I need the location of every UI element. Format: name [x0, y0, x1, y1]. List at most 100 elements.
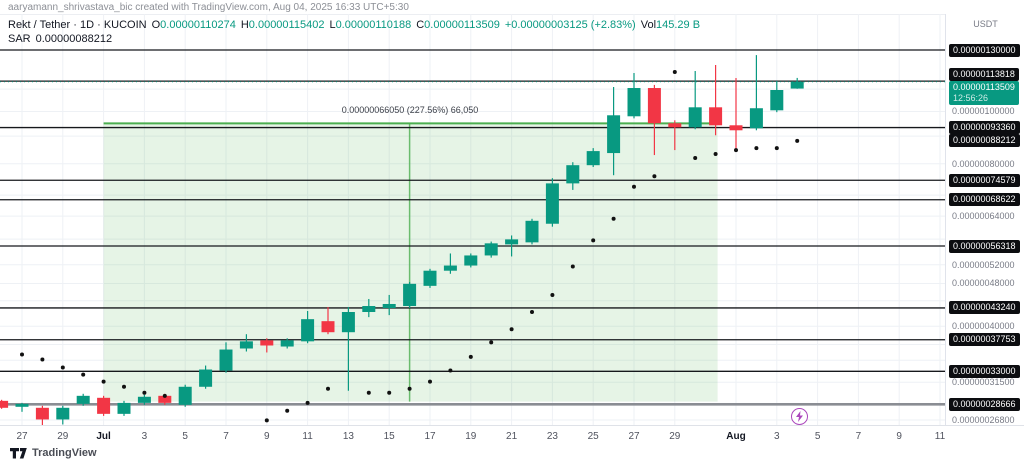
time-axis-label: Jul: [96, 431, 111, 442]
time-axis[interactable]: 27 29 Jul 3 5 7 9 11 13 15 17 19 21 23 25 27 29 Aug 3 5 7 9 11: [0, 425, 1024, 448]
tradingview-logo-icon[interactable]: [10, 447, 27, 459]
sar-dot: [122, 384, 126, 389]
time-axis-label: 23: [546, 431, 558, 442]
price-line-badge[interactable]: 0.00000043240: [949, 301, 1020, 315]
candle[interactable]: [464, 255, 478, 266]
sar-dot: [632, 184, 636, 189]
price-tick-label: 0.00000052000: [952, 259, 1015, 270]
candle[interactable]: [280, 340, 294, 347]
candle[interactable]: [566, 165, 580, 184]
candle[interactable]: [15, 403, 29, 407]
sar-dot: [264, 418, 269, 423]
time-axis-label: 9: [896, 431, 902, 442]
candle[interactable]: [0, 400, 9, 408]
candle[interactable]: [729, 125, 743, 131]
price-line-badge[interactable]: 0.00000037753: [949, 333, 1020, 347]
candle[interactable]: [321, 321, 335, 333]
lightning-bolt-icon: [796, 411, 803, 422]
sar-dot: [387, 390, 392, 395]
candle[interactable]: [525, 220, 539, 243]
sar-value-badge: 0.00000088212: [949, 134, 1020, 148]
price-line-badge[interactable]: 0.00000093360: [949, 121, 1020, 135]
candle[interactable]: [137, 396, 151, 403]
candle[interactable]: [97, 397, 111, 414]
candle[interactable]: [382, 303, 396, 309]
currency-label: USDT: [973, 19, 998, 29]
candle[interactable]: [362, 306, 376, 313]
time-axis-label: 9: [264, 431, 270, 442]
price-line-badge[interactable]: 0.00000028666: [949, 397, 1020, 411]
price-tick-label: 0.00000040000: [952, 321, 1015, 332]
time-axis-label: 3: [774, 431, 780, 442]
candle[interactable]: [586, 151, 600, 166]
candle[interactable]: [199, 369, 213, 387]
candle[interactable]: [484, 243, 498, 256]
legend-indicator-row[interactable]: SAR 0.00000088212: [8, 32, 700, 46]
candle[interactable]: [35, 407, 49, 420]
candle[interactable]: [607, 115, 621, 154]
candle[interactable]: [688, 107, 702, 128]
footer-logo-text[interactable]: TradingView: [32, 447, 97, 459]
sar-dot: [795, 138, 800, 143]
sar-dot: [734, 148, 738, 153]
candle[interactable]: [158, 395, 172, 403]
time-axis-label: 27: [628, 431, 640, 442]
candle[interactable]: [76, 395, 90, 404]
candle[interactable]: [117, 402, 131, 414]
candle[interactable]: [219, 349, 233, 371]
sar-dot: [468, 354, 473, 359]
volume: Vol145.29 B: [640, 19, 701, 31]
candle[interactable]: [56, 407, 70, 420]
candle[interactable]: [423, 270, 437, 286]
sar-dot: [285, 408, 290, 413]
candle[interactable]: [545, 183, 559, 224]
price-line-badge[interactable]: 0.00000130000: [949, 43, 1020, 57]
sar-dot: [530, 310, 534, 315]
price-tick-label: 0.00000031500: [952, 377, 1015, 388]
price-line-badge[interactable]: 0.00000074579: [949, 173, 1020, 187]
ohlc-high: H0.00000115402: [240, 19, 325, 31]
candle[interactable]: [178, 386, 192, 405]
price-line-badge[interactable]: 0.00000056318: [949, 239, 1020, 253]
candle[interactable]: [749, 108, 763, 129]
sar-dot: [60, 365, 65, 370]
bar-countdown: 12:56:26: [953, 93, 989, 104]
interval-label: 1D: [79, 19, 95, 31]
sar-dot: [162, 393, 167, 398]
range-tool-region[interactable]: [103, 123, 718, 402]
candle[interactable]: [301, 319, 315, 342]
sar-dot: [40, 357, 45, 362]
candle[interactable]: [341, 312, 355, 333]
price-line-badge[interactable]: 0.00000033000: [949, 364, 1020, 378]
time-axis-label: 3: [141, 431, 148, 442]
chart-legend: Rekt / Tether · 1D · KUCOIN O0.000001102…: [8, 18, 700, 46]
sar-dot: [489, 340, 494, 345]
sar-dot: [672, 70, 677, 75]
candle[interactable]: [403, 283, 417, 307]
time-axis-label: 11: [934, 431, 946, 442]
event-marker[interactable]: [791, 408, 808, 425]
sar-dot: [754, 146, 759, 151]
candle[interactable]: [770, 90, 784, 111]
candle[interactable]: [260, 340, 274, 346]
candle[interactable]: [443, 265, 457, 271]
candle[interactable]: [627, 88, 641, 117]
price-line-badge[interactable]: 0.00000068622: [949, 193, 1020, 207]
candle[interactable]: [505, 239, 519, 245]
price-line-badge[interactable]: 0.00000113818: [949, 67, 1019, 81]
ohlc-low: L0.00000110188: [329, 19, 412, 31]
time-axis-label: 7: [223, 431, 229, 442]
symbol-title[interactable]: Rekt / Tether · 1D · KUCOIN: [8, 19, 147, 31]
candle[interactable]: [668, 123, 682, 128]
indicator-value: 0.00000088212: [35, 33, 113, 45]
price-chart-canvas[interactable]: [0, 0, 945, 447]
candle[interactable]: [790, 81, 804, 89]
candle[interactable]: [647, 88, 661, 124]
time-axis-label: 19: [465, 431, 477, 442]
price-tick-label: 0.00000048000: [952, 278, 1015, 289]
price-axis[interactable]: USDT 0.00000100000 0.00000080000 0.0000006…: [945, 14, 1024, 425]
sar-dot: [81, 372, 86, 377]
sar-dot: [20, 352, 24, 357]
candle[interactable]: [709, 107, 723, 126]
candle[interactable]: [239, 341, 253, 349]
